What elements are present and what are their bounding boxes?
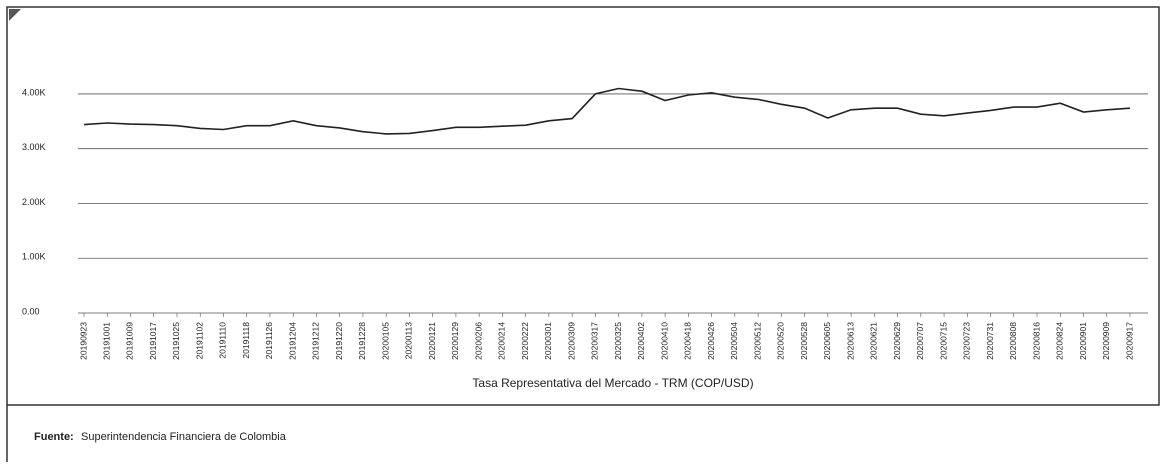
x-tick-label: 20200613 — [845, 322, 855, 360]
x-tick-label: 20200113 — [404, 322, 414, 359]
x-tick-label: 20200715 — [938, 322, 948, 360]
x-tick-label: 20200901 — [1078, 322, 1088, 360]
x-tick-label: 20191017 — [148, 322, 158, 360]
source-text: Superintendencia Financiera de Colombia — [81, 431, 287, 443]
source-label: Fuente: — [34, 431, 74, 443]
x-tick-label: 20191009 — [125, 322, 135, 360]
y-tick-label: 1.00K — [22, 252, 46, 262]
x-tick-label: 20191212 — [311, 322, 321, 360]
x-tick-label: 20200528 — [799, 322, 809, 360]
x-tick-label: 20200222 — [520, 322, 530, 360]
x-tick-label: 20191220 — [334, 322, 344, 360]
x-tick-label: 20200410 — [659, 322, 669, 360]
x-tick-label: 20200325 — [613, 322, 623, 360]
x-tick-label: 20191110 — [218, 322, 228, 359]
y-tick-label: 2.00K — [22, 197, 46, 207]
data-line — [83, 87, 1131, 135]
x-tick-label: 20191102 — [194, 322, 204, 359]
x-tick-label: 20200301 — [543, 322, 553, 360]
x-tick-label: 20200723 — [962, 322, 972, 360]
x-tick-label: 20200707 — [915, 322, 925, 360]
x-tick-label: 20200520 — [776, 322, 786, 360]
x-tick-label: 20200418 — [683, 322, 693, 360]
x-tick-label: 20200629 — [892, 322, 902, 360]
x-tick-label: 20191228 — [357, 322, 367, 360]
x-tick-label: 20191204 — [287, 322, 297, 360]
x-tick-label: 20200426 — [706, 322, 716, 360]
x-tick-label: 20190923 — [78, 322, 88, 360]
x-tick-label: 20200909 — [1101, 322, 1111, 360]
x-tick-label: 20200105 — [380, 322, 390, 360]
x-tick-label: 20200317 — [590, 322, 600, 360]
x-tick-label: 20200605 — [822, 322, 832, 360]
x-tick-label: 20200731 — [985, 322, 995, 360]
x-tick-label: 20200816 — [1031, 322, 1041, 360]
x-tick-label: 20200504 — [729, 322, 739, 360]
x-tick-label: 20200121 — [427, 322, 437, 360]
chart-frame — [6, 6, 1160, 406]
x-tick-label: 20200129 — [450, 322, 460, 360]
x-tick-label: 20191001 — [101, 322, 111, 360]
x-axis-title: Tasa Representativa del Mercado - TRM (C… — [472, 376, 753, 390]
x-tick-label: 20200621 — [869, 322, 879, 360]
x-tick-label: 20200808 — [1008, 322, 1018, 360]
y-tick-label: 3.00K — [22, 142, 46, 152]
x-tick-label: 20191126 — [264, 322, 274, 359]
x-tick-label: 20200214 — [497, 322, 507, 360]
x-tick-label: 20200917 — [1124, 322, 1134, 360]
x-tick-label: 20200824 — [1055, 322, 1065, 360]
corner-mark — [9, 9, 21, 21]
x-tick-label: 20191118 — [241, 322, 251, 359]
y-tick-label: 4.00K — [22, 87, 46, 97]
x-tick-label: 20200512 — [752, 322, 762, 360]
x-tick-label: 20200402 — [636, 322, 646, 360]
y-tick-label: 0.00 — [22, 306, 40, 316]
x-tick-label: 20200206 — [473, 322, 483, 360]
x-tick-label: 20200309 — [566, 322, 576, 360]
x-tick-label: 20191025 — [171, 322, 181, 360]
